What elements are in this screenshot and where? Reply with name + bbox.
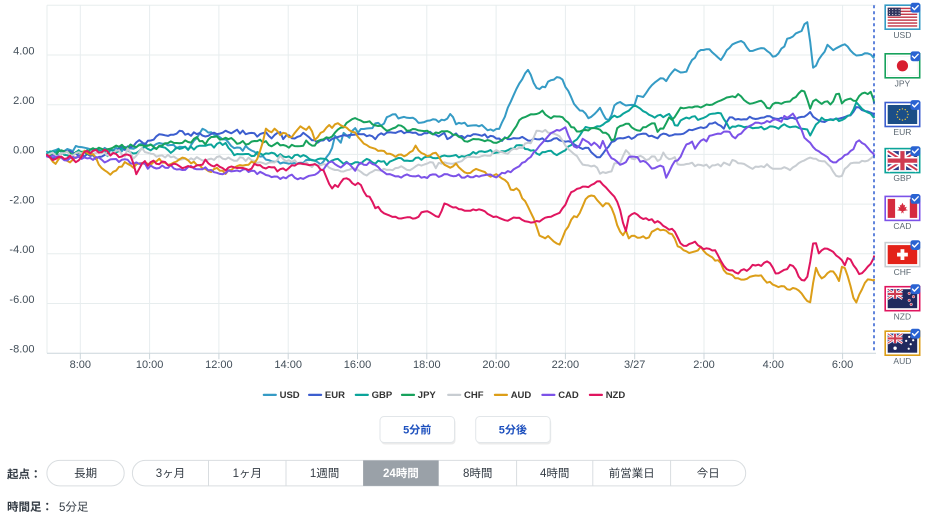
svg-text:3: 3 [156, 468, 162, 480]
svg-text:4: 4 [540, 468, 547, 480]
svg-text:2.00: 2.00 [13, 95, 34, 107]
svg-text:2:00: 2:00 [693, 359, 714, 371]
svg-text:0.00: 0.00 [13, 145, 34, 157]
svg-text:24: 24 [383, 468, 396, 480]
svg-text:EUR: EUR [325, 390, 345, 401]
svg-text:GBP: GBP [372, 390, 393, 401]
svg-text:16:00: 16:00 [344, 359, 372, 371]
svg-text:AUD: AUD [511, 390, 532, 401]
svg-text:3/27: 3/27 [624, 359, 645, 371]
svg-text:USD: USD [280, 390, 300, 401]
svg-text:NZD: NZD [894, 311, 911, 321]
svg-text:EUR: EUR [893, 127, 911, 137]
svg-text:6:00: 6:00 [832, 359, 853, 371]
svg-text:10:00: 10:00 [136, 359, 164, 371]
svg-text:4.00: 4.00 [13, 45, 34, 57]
svg-text:AUD: AUD [893, 356, 911, 366]
svg-text:22:00: 22:00 [552, 359, 580, 371]
svg-text:CHF: CHF [464, 390, 484, 401]
svg-text:CAD: CAD [893, 221, 911, 231]
svg-text:USD: USD [893, 30, 911, 40]
svg-text:NZD: NZD [606, 390, 626, 401]
svg-text:20:00: 20:00 [482, 359, 510, 371]
svg-text:-2.00: -2.00 [9, 194, 34, 206]
svg-text:1: 1 [310, 468, 316, 480]
svg-text:JPY: JPY [895, 78, 911, 88]
svg-text:GBP: GBP [893, 173, 911, 183]
svg-text:-8.00: -8.00 [9, 344, 34, 356]
svg-text:12:00: 12:00 [205, 359, 233, 371]
svg-text:5: 5 [403, 425, 409, 437]
svg-text:4:00: 4:00 [763, 359, 784, 371]
svg-text:-4.00: -4.00 [9, 244, 34, 256]
svg-text:5: 5 [499, 425, 505, 437]
svg-text:CHF: CHF [894, 267, 911, 277]
svg-text:1: 1 [233, 468, 239, 480]
svg-text:CAD: CAD [558, 390, 579, 401]
svg-text:8:00: 8:00 [70, 359, 91, 371]
svg-text:JPY: JPY [418, 390, 437, 401]
svg-text:-6.00: -6.00 [9, 294, 34, 306]
svg-text:5: 5 [59, 502, 65, 514]
svg-text:14:00: 14:00 [274, 359, 302, 371]
svg-text:18:00: 18:00 [413, 359, 441, 371]
svg-text:8: 8 [463, 468, 469, 480]
